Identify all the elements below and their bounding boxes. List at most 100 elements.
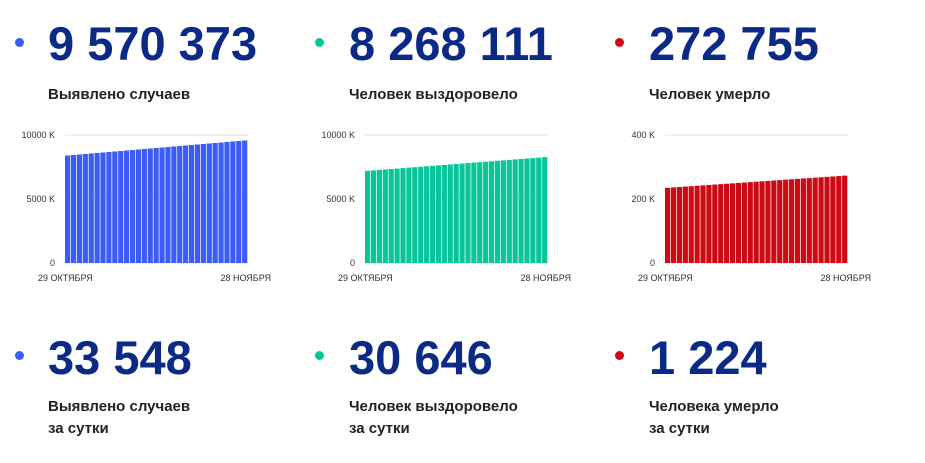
bar [453,164,459,263]
bar [441,164,447,263]
bar [124,150,130,263]
y-tick-label: 400 K [631,130,655,140]
daily-cases-label-2: за сутки [48,420,109,437]
bar [676,186,683,263]
cases-total: 9 570 373 [48,17,258,70]
bar [729,183,736,263]
y-tick-label: 10000 K [321,130,355,140]
bar [153,147,159,263]
deaths-label: Человек умерло [649,86,771,103]
y-tick-label: 5000 K [326,194,355,204]
bar [365,170,371,263]
bar [465,163,471,263]
bar [818,177,824,263]
daily-recovered-value: 30 646 [349,331,493,384]
bar [530,158,536,263]
bar [765,180,771,263]
bar [194,144,201,263]
deaths-total: 272 755 [649,17,819,70]
bar [483,161,489,263]
bar [688,186,694,263]
bar [735,182,742,263]
bar [536,157,542,263]
bar [506,159,512,263]
x-start-label: 29 ОКТЯБРЯ [338,273,393,283]
bar [706,184,712,263]
bar [177,146,183,263]
bar [512,159,518,263]
bar [682,186,688,263]
bar [488,161,495,263]
bar [783,179,789,263]
bar [171,146,177,263]
bar [800,178,806,263]
bar [477,162,483,263]
daily-recovered-label-2: за сутки [349,420,410,437]
y-tick-label: 5000 K [26,194,55,204]
daily-cases-value: 33 548 [48,331,192,384]
bar [224,142,230,263]
bar [542,157,548,263]
bar [76,154,83,263]
x-end-label: 28 НОЯБРЯ [520,273,571,283]
bar [794,178,801,263]
y-tick-label: 0 [350,258,355,268]
daily-recovered-label-1: Человек выздоровело [349,398,518,415]
bar [65,155,71,263]
bar [777,180,783,263]
recovered-dot-icon [315,38,324,47]
y-tick-label: 10000 K [21,130,55,140]
bar [230,141,236,263]
bar [200,144,206,263]
bar [206,143,212,263]
bar [718,184,724,263]
x-end-label: 28 НОЯБРЯ [820,273,871,283]
daily-deaths-value: 1 224 [649,331,767,384]
bar [724,183,730,263]
bar [183,145,189,263]
cases-dot-icon [15,38,24,47]
bar [518,158,524,263]
bar [435,165,442,263]
daily-deaths-label-1: Человека умерло [649,398,779,415]
bar [141,148,147,263]
bar [494,160,501,263]
bar [665,187,671,263]
bar [524,158,530,263]
bar [88,153,94,263]
y-tick-label: 0 [650,258,655,268]
bar [218,142,224,263]
bar [500,160,506,263]
bar [376,169,383,263]
daily-deaths-dot-icon [615,351,624,360]
y-tick-label: 0 [50,258,55,268]
bar [188,145,195,263]
bar [741,182,747,263]
recovered-chart: 10000 K 5000 K 0 29 ОКТЯБРЯ 28 НОЯБРЯ [321,130,571,283]
bar [165,146,171,263]
bar [135,149,142,263]
bar [712,184,718,263]
bar [118,150,124,263]
bar [82,153,88,263]
x-start-label: 29 ОКТЯБРЯ [38,273,93,283]
bar [830,176,836,263]
cases-label: Выявлено случаев [48,86,191,103]
bar [812,177,818,263]
recovered-label: Человек выздоровело [349,86,518,103]
bar [406,167,412,263]
bar [700,185,706,263]
bar [771,180,777,263]
bar [394,168,400,263]
daily-cases-dot-icon [15,351,24,360]
bar [459,163,465,263]
bar [147,148,153,263]
bar [694,185,700,263]
bar [100,152,106,263]
daily-cases-label-1: Выявлено случаев [48,398,191,415]
bar [382,169,388,263]
cases-chart: 10000 K 5000 K 0 29 ОКТЯБРЯ 28 НОЯБРЯ [21,130,271,283]
bar [842,175,848,263]
bar [806,178,812,263]
bar [471,162,477,263]
